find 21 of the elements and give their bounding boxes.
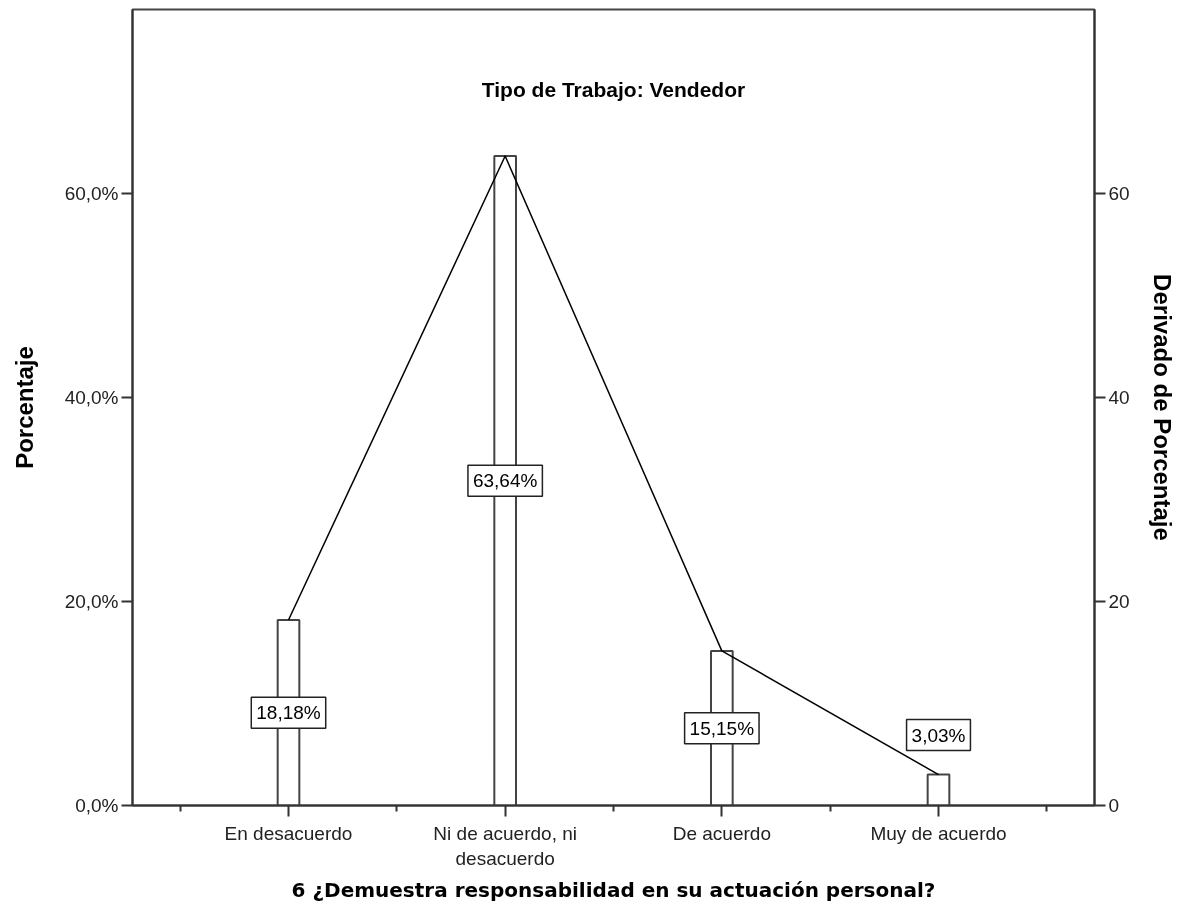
y-axis-title: Porcentaje — [10, 346, 38, 469]
data-label: 15,15% — [689, 717, 755, 739]
data-label: 63,64% — [472, 470, 538, 492]
x-tick-label: Muy de acuerdo — [870, 822, 1007, 844]
y-tick-label: 0,0% — [75, 795, 119, 816]
y2-tick-label: 60 — [1108, 182, 1130, 204]
data-label: 18,18% — [256, 702, 321, 724]
y2-tick-label: 20 — [1108, 590, 1130, 612]
bar — [926, 773, 951, 806]
y-tick-label: 60,0% — [64, 182, 119, 204]
y-tick-label: 20,0% — [64, 590, 119, 612]
x-tick-label: Ni de acuerdo, ni desacuerdo — [433, 822, 577, 869]
x-tick-label: En desacuerdo — [224, 822, 353, 844]
x-axis-title: 6 ¿Demuestra responsabilidad en su actuación personal? — [291, 877, 936, 902]
y2-axis-title: Derivado de Porcentaje — [1148, 274, 1176, 541]
data-label: 3,03% — [911, 724, 966, 746]
text: Tipo de Trabajo: Vendedor — [481, 77, 746, 101]
x-tick-label: De acuerdo — [672, 822, 771, 844]
y-tick-label: 40,0% — [64, 386, 119, 408]
y2-tick-label: 0 — [1108, 795, 1120, 816]
y2-tick-label: 40 — [1108, 386, 1130, 408]
